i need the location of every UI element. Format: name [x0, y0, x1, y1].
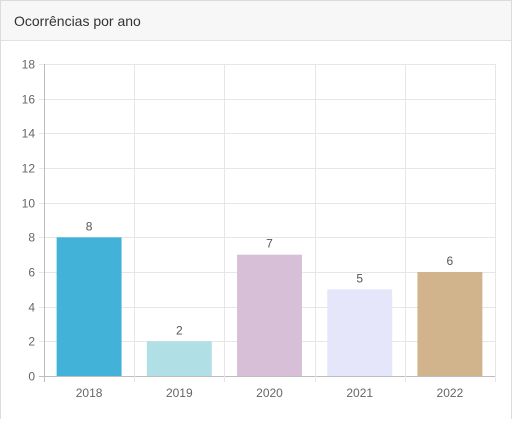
bar-2021 [327, 289, 393, 376]
y-tick-label: 14 [22, 127, 36, 141]
y-tick-label: 0 [28, 370, 35, 384]
data-label: 2 [176, 323, 183, 337]
x-tick-label: 2022 [437, 386, 464, 400]
y-tick-label: 10 [22, 197, 36, 211]
x-tick-label: 2020 [256, 386, 283, 400]
chart-area: 0 2 4 6 8 10 12 14 16 18 8 2018 2 2019 7 2020 5 2021 6 2022 [1, 41, 513, 420]
data-label: 7 [266, 237, 273, 251]
data-label: 6 [447, 254, 454, 268]
x-tick-label: 2019 [166, 386, 193, 400]
y-tick-label: 2 [28, 335, 35, 349]
bar-2019 [146, 341, 212, 376]
bar-chart: 0 2 4 6 8 10 12 14 16 18 8 2018 2 2019 7 2020 5 2021 6 2022 [22, 58, 496, 400]
y-tick-label: 12 [22, 162, 36, 176]
bar-2020 [237, 254, 302, 376]
y-tick-label: 6 [28, 266, 35, 280]
y-tick-label: 4 [28, 301, 35, 315]
card-title: Ocorrências por ano [14, 12, 141, 29]
y-tick-label: 8 [28, 231, 35, 245]
x-tick-label: 2021 [346, 386, 373, 400]
card-header: Ocorrências por ano [1, 1, 511, 41]
data-label: 5 [356, 271, 363, 285]
bar-2018 [56, 237, 122, 376]
data-label: 8 [86, 219, 93, 233]
bar-2022 [417, 272, 483, 376]
y-tick-label: 16 [22, 93, 36, 107]
x-tick-label: 2018 [76, 386, 103, 400]
y-tick-label: 18 [22, 58, 36, 72]
